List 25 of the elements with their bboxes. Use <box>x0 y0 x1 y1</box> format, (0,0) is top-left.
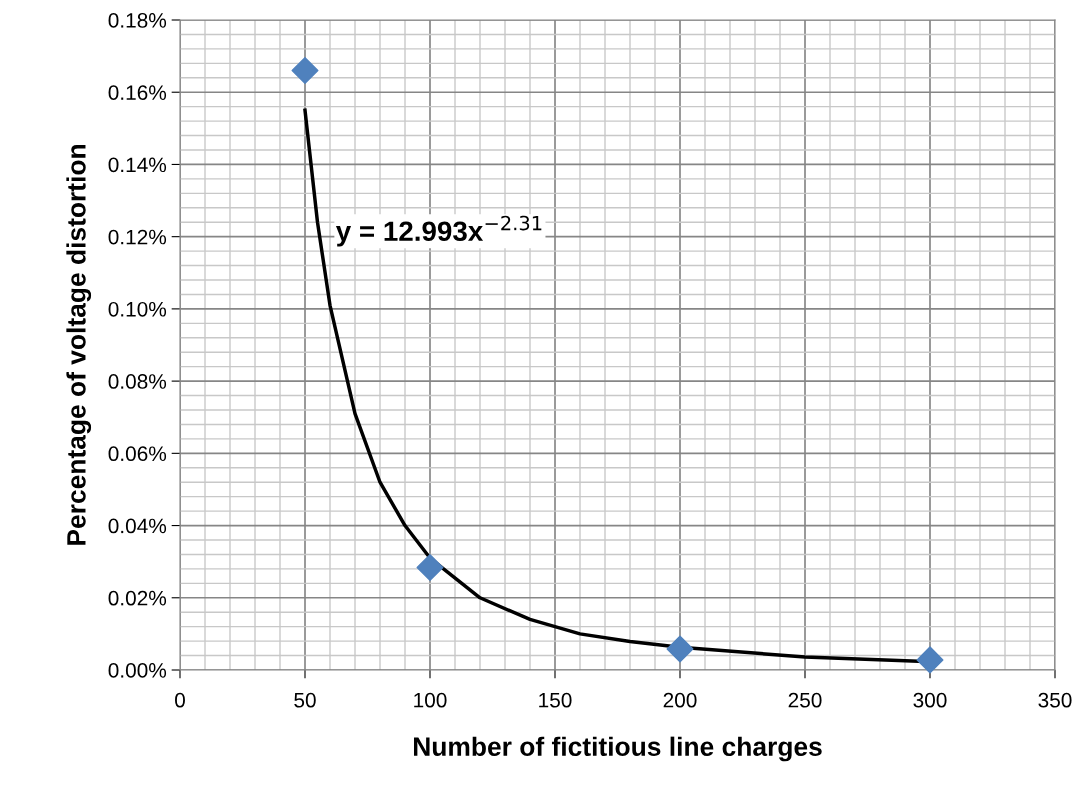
y-tick-label: 0.16% <box>108 85 167 100</box>
x-tick-label: 0 <box>175 692 185 708</box>
point <box>291 57 319 85</box>
x-tick-label: 100 <box>414 692 447 708</box>
x-axis-title: Number of fictitious line charges <box>414 736 822 762</box>
x-tick-label: 200 <box>663 692 697 708</box>
y-tick-label: 0.06% <box>108 446 167 462</box>
y-tick-label: 0.04% <box>108 518 167 534</box>
point <box>916 646 944 674</box>
y-axis-title: Percentage of voltage distortion <box>66 145 92 545</box>
point <box>666 635 694 663</box>
y-tick-label: 0.08% <box>108 374 167 389</box>
y-tick-label: 0.10% <box>108 301 167 317</box>
y-tick-label: 0.00% <box>108 663 167 678</box>
y-tick-label: 0.18% <box>108 13 167 28</box>
annotation: y = 12.993x$^{−2.31}$ <box>335 215 542 247</box>
y-tick-label: 0.02% <box>108 590 167 606</box>
x-tick-label: 150 <box>539 692 572 708</box>
x-tick-label: 350 <box>1038 692 1072 708</box>
x-tick-label: 300 <box>913 692 947 708</box>
y-tick-label: 0.14% <box>108 157 167 173</box>
y-tick-label: 0.12% <box>108 229 167 245</box>
x-tick-label: 50 <box>294 692 316 708</box>
point <box>416 553 444 581</box>
x-tick-label: 250 <box>788 692 822 708</box>
